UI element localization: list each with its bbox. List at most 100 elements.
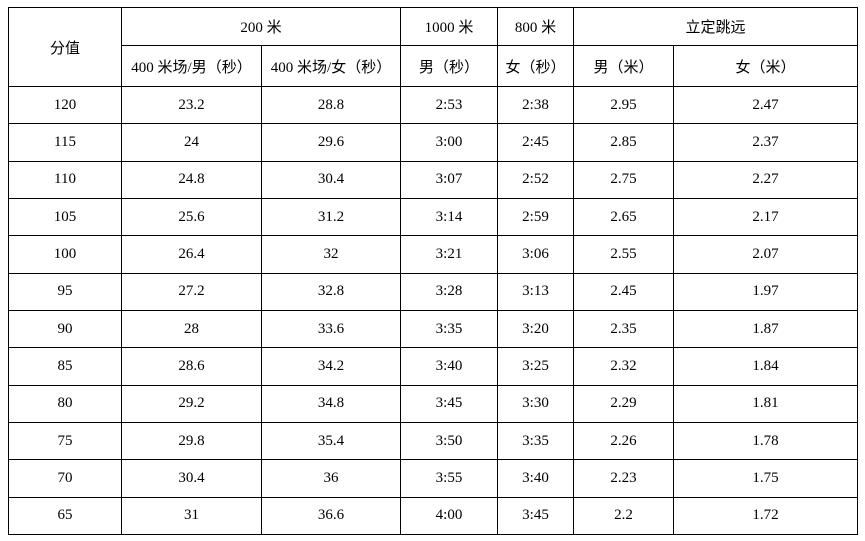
value-cell: 2.45 bbox=[573, 272, 675, 311]
score-cell: 75 bbox=[8, 421, 122, 461]
score-cell: 85 bbox=[8, 347, 122, 386]
scoring-table: 分值 200 米 1000 米 800 米 立定跳远 400 米场/男（秒） 4… bbox=[8, 7, 859, 536]
value-cell: 2.95 bbox=[573, 85, 675, 125]
value-cell: 33.6 bbox=[260, 309, 402, 349]
value-cell: 3:35 bbox=[497, 421, 575, 461]
value-cell: 1.78 bbox=[673, 421, 859, 461]
subheader-400m-track-female: 400 米场/女（秒） bbox=[260, 45, 402, 87]
table-body: 120 23.2 28.8 2:53 2:38 2.95 2.47 115 24 29.6 3:00… bbox=[8, 85, 859, 536]
table-row: 115 24 29.6 3:00 2:45 2.85 2.37 bbox=[8, 123, 859, 162]
value-cell: 3:28 bbox=[400, 272, 499, 311]
value-cell: 3:40 bbox=[497, 459, 575, 498]
value-cell: 2:59 bbox=[497, 197, 575, 237]
value-cell: 29.2 bbox=[121, 384, 262, 423]
value-cell: 3:21 bbox=[400, 235, 499, 274]
value-cell: 3:35 bbox=[400, 309, 499, 349]
header-group-800m: 800 米 bbox=[497, 7, 575, 46]
value-cell: 2.17 bbox=[673, 197, 859, 237]
value-cell: 2.55 bbox=[573, 235, 675, 274]
value-cell: 2.26 bbox=[573, 421, 675, 461]
value-cell: 3:06 bbox=[497, 235, 575, 274]
value-cell: 23.2 bbox=[121, 85, 262, 125]
score-cell: 70 bbox=[8, 459, 122, 498]
value-cell: 2:45 bbox=[497, 123, 575, 162]
value-cell: 1.87 bbox=[673, 309, 859, 349]
value-cell: 3:20 bbox=[497, 309, 575, 349]
value-cell: 34.8 bbox=[260, 384, 402, 423]
score-cell: 120 bbox=[8, 85, 122, 125]
value-cell: 27.2 bbox=[121, 272, 262, 311]
table-row: 80 29.2 34.8 3:45 3:30 2.29 1.81 bbox=[8, 384, 859, 423]
header-group-row: 分值 200 米 1000 米 800 米 立定跳远 bbox=[8, 7, 859, 87]
table-row: 85 28.6 34.2 3:40 3:25 2.32 1.84 bbox=[8, 347, 859, 386]
header-group-1000m: 1000 米 bbox=[400, 7, 499, 46]
value-cell: 2.47 bbox=[673, 85, 859, 125]
value-cell: 2.29 bbox=[573, 384, 675, 423]
value-cell: 3:14 bbox=[400, 197, 499, 237]
value-cell: 3:13 bbox=[497, 272, 575, 311]
score-cell: 95 bbox=[8, 272, 122, 311]
score-cell: 90 bbox=[8, 309, 122, 349]
value-cell: 2:53 bbox=[400, 85, 499, 125]
subheader-800m-female: 女（秒） bbox=[497, 45, 575, 87]
value-cell: 1.75 bbox=[673, 459, 859, 498]
value-cell: 2.27 bbox=[673, 160, 859, 199]
value-cell: 2.32 bbox=[573, 347, 675, 386]
value-cell: 2.75 bbox=[573, 160, 675, 199]
value-cell: 3:55 bbox=[400, 459, 499, 498]
subheader-1000m-male: 男（秒） bbox=[400, 45, 499, 87]
value-cell: 30.4 bbox=[121, 459, 262, 498]
table-row: 95 27.2 32.8 3:28 3:13 2.45 1.97 bbox=[8, 272, 859, 311]
value-cell: 25.6 bbox=[121, 197, 262, 237]
value-cell: 3:25 bbox=[497, 347, 575, 386]
table-row: 100 26.4 32 3:21 3:06 2.55 2.07 bbox=[8, 235, 859, 274]
value-cell: 3:30 bbox=[497, 384, 575, 423]
value-cell: 2.37 bbox=[673, 123, 859, 162]
value-cell: 31.2 bbox=[260, 197, 402, 237]
value-cell: 31 bbox=[121, 496, 262, 536]
value-cell: 36 bbox=[260, 459, 402, 498]
score-cell: 80 bbox=[8, 384, 122, 423]
score-cell: 110 bbox=[8, 160, 122, 199]
value-cell: 30.4 bbox=[260, 160, 402, 199]
table-row: 110 24.8 30.4 3:07 2:52 2.75 2.27 bbox=[8, 160, 859, 199]
value-cell: 26.4 bbox=[121, 235, 262, 274]
value-cell: 2.65 bbox=[573, 197, 675, 237]
value-cell: 2:52 bbox=[497, 160, 575, 199]
value-cell: 32.8 bbox=[260, 272, 402, 311]
value-cell: 2.07 bbox=[673, 235, 859, 274]
value-cell: 28.8 bbox=[260, 85, 402, 125]
value-cell: 28.6 bbox=[121, 347, 262, 386]
value-cell: 3:07 bbox=[400, 160, 499, 199]
table-row: 75 29.8 35.4 3:50 3:35 2.26 1.78 bbox=[8, 421, 859, 461]
value-cell: 29.6 bbox=[260, 123, 402, 162]
value-cell: 1.72 bbox=[673, 496, 859, 536]
table-row: 105 25.6 31.2 3:14 2:59 2.65 2.17 bbox=[8, 197, 859, 237]
value-cell: 2.23 bbox=[573, 459, 675, 498]
value-cell: 28 bbox=[121, 309, 262, 349]
value-cell: 3:40 bbox=[400, 347, 499, 386]
value-cell: 24.8 bbox=[121, 160, 262, 199]
value-cell: 35.4 bbox=[260, 421, 402, 461]
value-cell: 32 bbox=[260, 235, 402, 274]
value-cell: 2.2 bbox=[573, 496, 675, 536]
score-cell: 105 bbox=[8, 197, 122, 237]
value-cell: 3:45 bbox=[400, 384, 499, 423]
table-row: 90 28 33.6 3:35 3:20 2.35 1.87 bbox=[8, 309, 859, 349]
subheader-jump-female: 女（米） bbox=[673, 45, 859, 87]
value-cell: 4:00 bbox=[400, 496, 499, 536]
score-cell: 65 bbox=[8, 496, 122, 536]
value-cell: 2.85 bbox=[573, 123, 675, 162]
score-cell: 100 bbox=[8, 235, 122, 274]
header-group-long-jump: 立定跳远 bbox=[573, 7, 859, 46]
value-cell: 2:38 bbox=[497, 85, 575, 125]
header-sub-row: 400 米场/男（秒） 400 米场/女（秒） 男（秒） 女（秒） 男（米） 女… bbox=[9, 45, 859, 87]
header-group-200m: 200 米 bbox=[120, 7, 402, 46]
value-cell: 24 bbox=[121, 123, 262, 162]
value-cell: 1.97 bbox=[673, 272, 859, 311]
value-cell: 29.8 bbox=[121, 421, 262, 461]
value-cell: 3:00 bbox=[400, 123, 499, 162]
value-cell: 3:45 bbox=[497, 496, 575, 536]
value-cell: 1.81 bbox=[673, 384, 859, 423]
table-row: 120 23.2 28.8 2:53 2:38 2.95 2.47 bbox=[8, 85, 859, 125]
